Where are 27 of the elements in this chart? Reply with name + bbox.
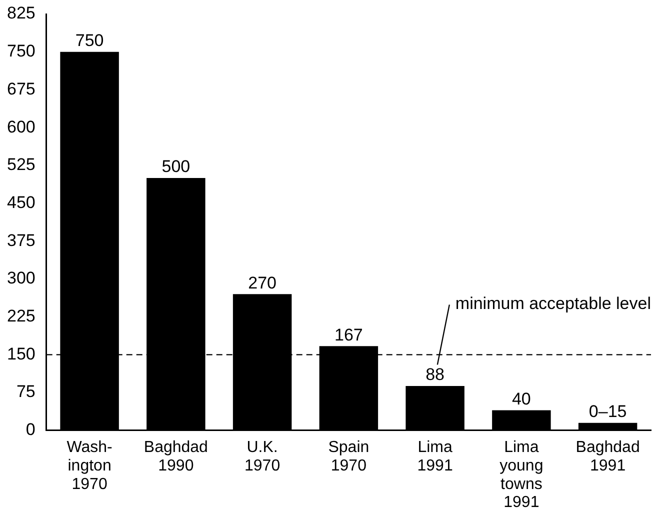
x-tick-label: Baghdad 1990 xyxy=(144,439,208,474)
y-tick-label: 600 xyxy=(6,117,36,136)
x-tick-label: Spain 1970 xyxy=(328,439,370,474)
data-label: 167 xyxy=(334,325,363,344)
x-tick-label: Lima young towns 1991 xyxy=(500,439,544,512)
data-label: 270 xyxy=(248,273,276,292)
y-tick-label: 825 xyxy=(6,4,36,23)
ref-line-label: minimum acceptable level xyxy=(455,294,651,313)
y-tick-label: 75 xyxy=(16,382,36,402)
y-tick-label: 675 xyxy=(6,79,36,98)
data-label: 88 xyxy=(426,365,445,384)
y-tick-label: 375 xyxy=(6,230,36,250)
data-label: 0–15 xyxy=(588,402,627,422)
y-tick-label: 525 xyxy=(6,155,36,174)
y-tick-label: 0 xyxy=(26,420,36,440)
data-label: 750 xyxy=(75,31,104,50)
x-tick-label: Baghdad 1991 xyxy=(576,439,640,474)
x-tick-label: Wash- ington 1970 xyxy=(66,439,112,493)
y-tick-label: 750 xyxy=(6,42,36,61)
y-tick-label: 300 xyxy=(6,268,36,288)
y-tick-label: 150 xyxy=(6,344,36,364)
data-label: 40 xyxy=(512,389,531,408)
data-label: 500 xyxy=(162,157,190,176)
x-tick-label: U.K. 1970 xyxy=(244,439,280,474)
x-tick-label: Lima 1991 xyxy=(417,439,453,474)
y-tick-label: 450 xyxy=(6,192,36,212)
y-tick-label: 225 xyxy=(6,306,36,326)
